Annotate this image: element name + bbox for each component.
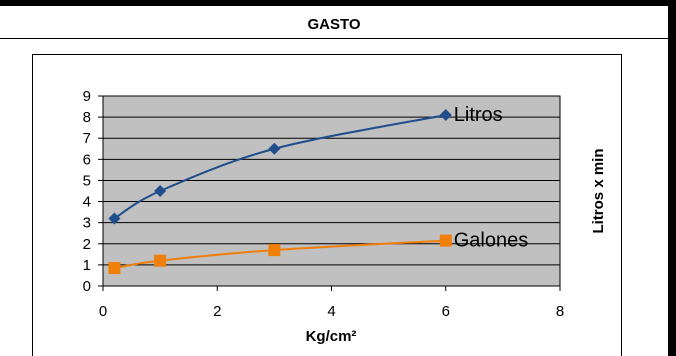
header-band [0, 6, 668, 38]
point-litros-0 [108, 212, 121, 225]
page-title: GASTO [307, 16, 361, 33]
series-line-galones [114, 239, 446, 270]
y-tick-label-8: 8 [83, 109, 91, 126]
x-axis-title: Kg/cm² [306, 328, 357, 345]
point-litros-1 [154, 185, 167, 197]
series-line-litros [113, 114, 446, 220]
point-litros-2 [268, 142, 281, 155]
y-tick-label-6: 6 [83, 151, 91, 168]
y-tick-label-1: 1 [83, 257, 91, 274]
y-tick-label-3: 3 [83, 215, 91, 232]
point-litros-3 [439, 109, 452, 121]
series-label-litros: Litros [454, 104, 503, 126]
point-galones-0 [108, 262, 121, 275]
point-galones-2 [268, 244, 281, 257]
top-border [0, 0, 676, 6]
x-tick-label-2: 4 [327, 303, 335, 320]
series-label-galones: Galones [454, 230, 529, 252]
right-border [668, 6, 676, 356]
y-tick-label-7: 7 [83, 130, 91, 147]
header-divider [0, 38, 668, 39]
point-galones-1 [154, 254, 167, 267]
y-tick-label-2: 2 [83, 236, 91, 253]
y-axis-title: Litros x min [590, 148, 607, 233]
point-galones-3 [439, 234, 452, 247]
y-tick-label-4: 4 [83, 194, 91, 211]
y-tick-label-9: 9 [83, 88, 91, 105]
x-tick-label-0: 0 [99, 303, 107, 320]
y-tick-label-5: 5 [83, 172, 91, 189]
y-tick-label-0: 0 [83, 278, 91, 295]
x-tick-label-4: 8 [556, 303, 564, 320]
x-tick-label-3: 6 [442, 303, 450, 320]
x-tick-label-1: 2 [213, 303, 221, 320]
